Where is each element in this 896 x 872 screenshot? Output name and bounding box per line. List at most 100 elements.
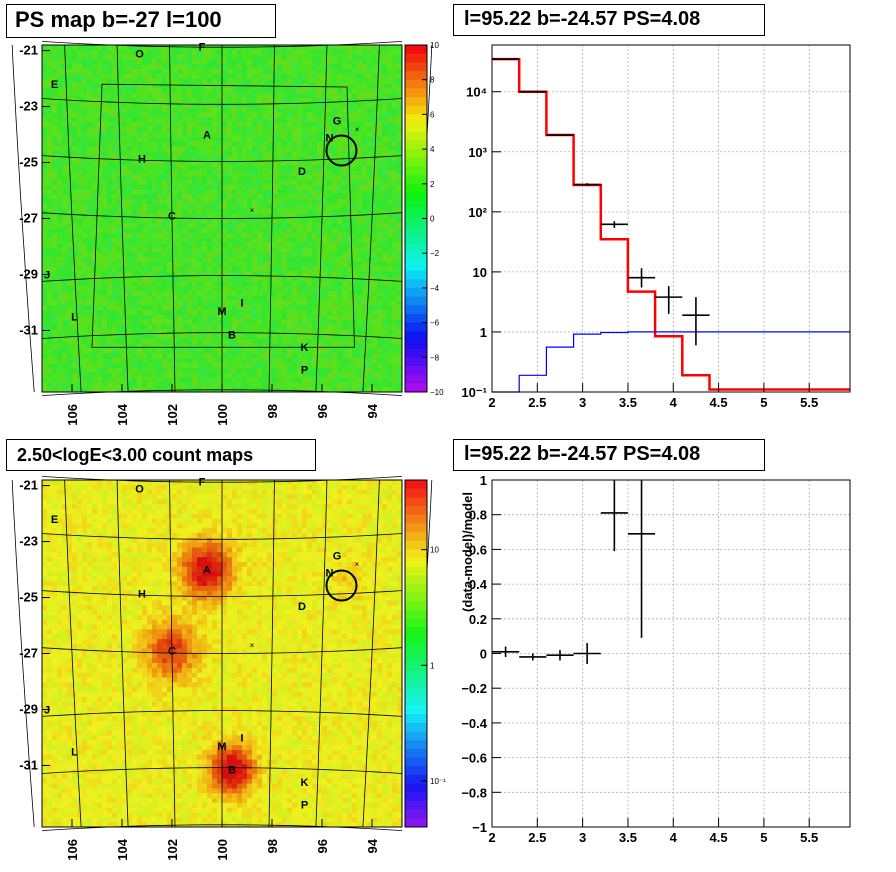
heatmap-cell	[277, 160, 283, 166]
heatmap-cell	[287, 122, 293, 128]
heatmap-cell	[182, 257, 188, 263]
heatmap-cell	[127, 367, 133, 374]
heatmap-cell	[77, 199, 83, 205]
heatmap-cell	[152, 93, 158, 99]
heatmap-cell	[252, 69, 258, 75]
heatmap-cell	[52, 175, 58, 181]
heatmap-cell	[252, 305, 258, 311]
heatmap-cell	[152, 237, 158, 243]
heatmap-cell	[97, 242, 103, 248]
heatmap-cell	[207, 208, 213, 214]
heatmap-cell	[307, 338, 313, 345]
heatmap-cell	[207, 122, 213, 128]
heatmap-cell	[197, 329, 203, 335]
heatmap-cell	[212, 271, 218, 277]
heatmap-cell	[67, 93, 73, 99]
heatmap-cell	[372, 69, 378, 75]
heatmap-cell	[282, 78, 288, 84]
heatmap-cell	[177, 319, 183, 325]
heatmap-cell	[122, 353, 128, 359]
heatmap-cell	[262, 358, 268, 364]
heatmap-cell	[67, 257, 73, 263]
heatmap-cell	[392, 358, 398, 364]
heatmap-cell	[182, 179, 188, 186]
heatmap-cell	[157, 266, 163, 272]
heatmap-cell	[172, 131, 178, 137]
heatmap-cell	[142, 281, 148, 287]
heatmap-cell	[162, 117, 168, 123]
heatmap-cell	[377, 281, 383, 287]
heatmap-cell	[67, 285, 73, 292]
heatmap-cell	[222, 324, 228, 330]
heatmap-cell	[317, 88, 323, 94]
heatmap-cell	[372, 78, 378, 84]
heatmap-cell	[227, 228, 233, 234]
heatmap-cell	[97, 324, 103, 330]
heatmap-cell	[77, 122, 83, 128]
heatmap-cell	[152, 208, 158, 214]
heatmap-cell	[92, 59, 98, 65]
heatmap-cell	[42, 122, 48, 128]
heatmap-cell	[287, 295, 293, 301]
heatmap-cell	[67, 237, 73, 243]
heatmap-cell	[367, 93, 373, 99]
heatmap-cell	[102, 319, 108, 325]
heatmap-cell	[397, 305, 403, 311]
heatmap-cell	[272, 353, 278, 359]
heatmap-cell	[112, 136, 118, 142]
heatmap-cell	[162, 112, 168, 118]
heatmap-cell	[322, 93, 328, 99]
heatmap-cell	[302, 59, 308, 65]
heatmap-cell	[252, 93, 258, 99]
heatmap-cell	[112, 300, 118, 306]
heatmap-cell	[302, 208, 308, 214]
heatmap-cell	[197, 338, 203, 345]
heatmap-cell	[177, 223, 183, 229]
heatmap-cell	[357, 319, 363, 325]
heatmap-cell	[47, 372, 53, 378]
heatmap-cell	[322, 64, 328, 70]
heatmap-cell	[172, 73, 178, 80]
heatmap-cell	[122, 338, 128, 345]
heatmap-cell	[247, 155, 253, 161]
heatmap-cell	[292, 54, 298, 60]
heatmap-cell	[297, 126, 303, 133]
heatmap-cell	[272, 213, 278, 219]
heatmap-cell	[42, 155, 48, 161]
heatmap-cell	[357, 78, 363, 84]
heatmap-cell	[177, 247, 183, 253]
heatmap-cell	[312, 324, 318, 330]
heatmap-cell	[197, 281, 203, 287]
heatmap-cell	[287, 343, 293, 349]
heatmap-cell	[182, 102, 188, 108]
heatmap-cell	[217, 107, 223, 113]
heatmap-cell	[67, 372, 73, 378]
heatmap-cell	[97, 83, 103, 89]
heatmap-cell	[92, 208, 98, 214]
heatmap-cell	[72, 257, 78, 263]
heatmap-cell	[397, 281, 403, 287]
heatmap-cell	[207, 329, 213, 335]
heatmap-cell	[332, 146, 338, 152]
heatmap-cell	[92, 218, 98, 224]
heatmap-cell	[107, 112, 113, 118]
heatmap-cell	[312, 305, 318, 311]
heatmap-cell	[172, 305, 178, 311]
heatmap-cell	[157, 93, 163, 99]
heatmap-cell	[307, 242, 313, 248]
heatmap-cell	[297, 271, 303, 277]
heatmap-cell	[367, 223, 373, 229]
heatmap-cell	[352, 295, 358, 301]
heatmap-cell	[387, 353, 393, 359]
heatmap-cell	[377, 261, 383, 267]
heatmap-cell	[122, 324, 128, 330]
heatmap-cell	[82, 107, 88, 113]
heatmap-cell	[347, 338, 353, 345]
heatmap-cell	[157, 179, 163, 186]
heatmap-cell	[247, 54, 253, 60]
heatmap-cell	[382, 199, 388, 205]
heatmap-cell	[212, 175, 218, 181]
heatmap-cell	[262, 189, 268, 195]
heatmap-cell	[82, 141, 88, 147]
